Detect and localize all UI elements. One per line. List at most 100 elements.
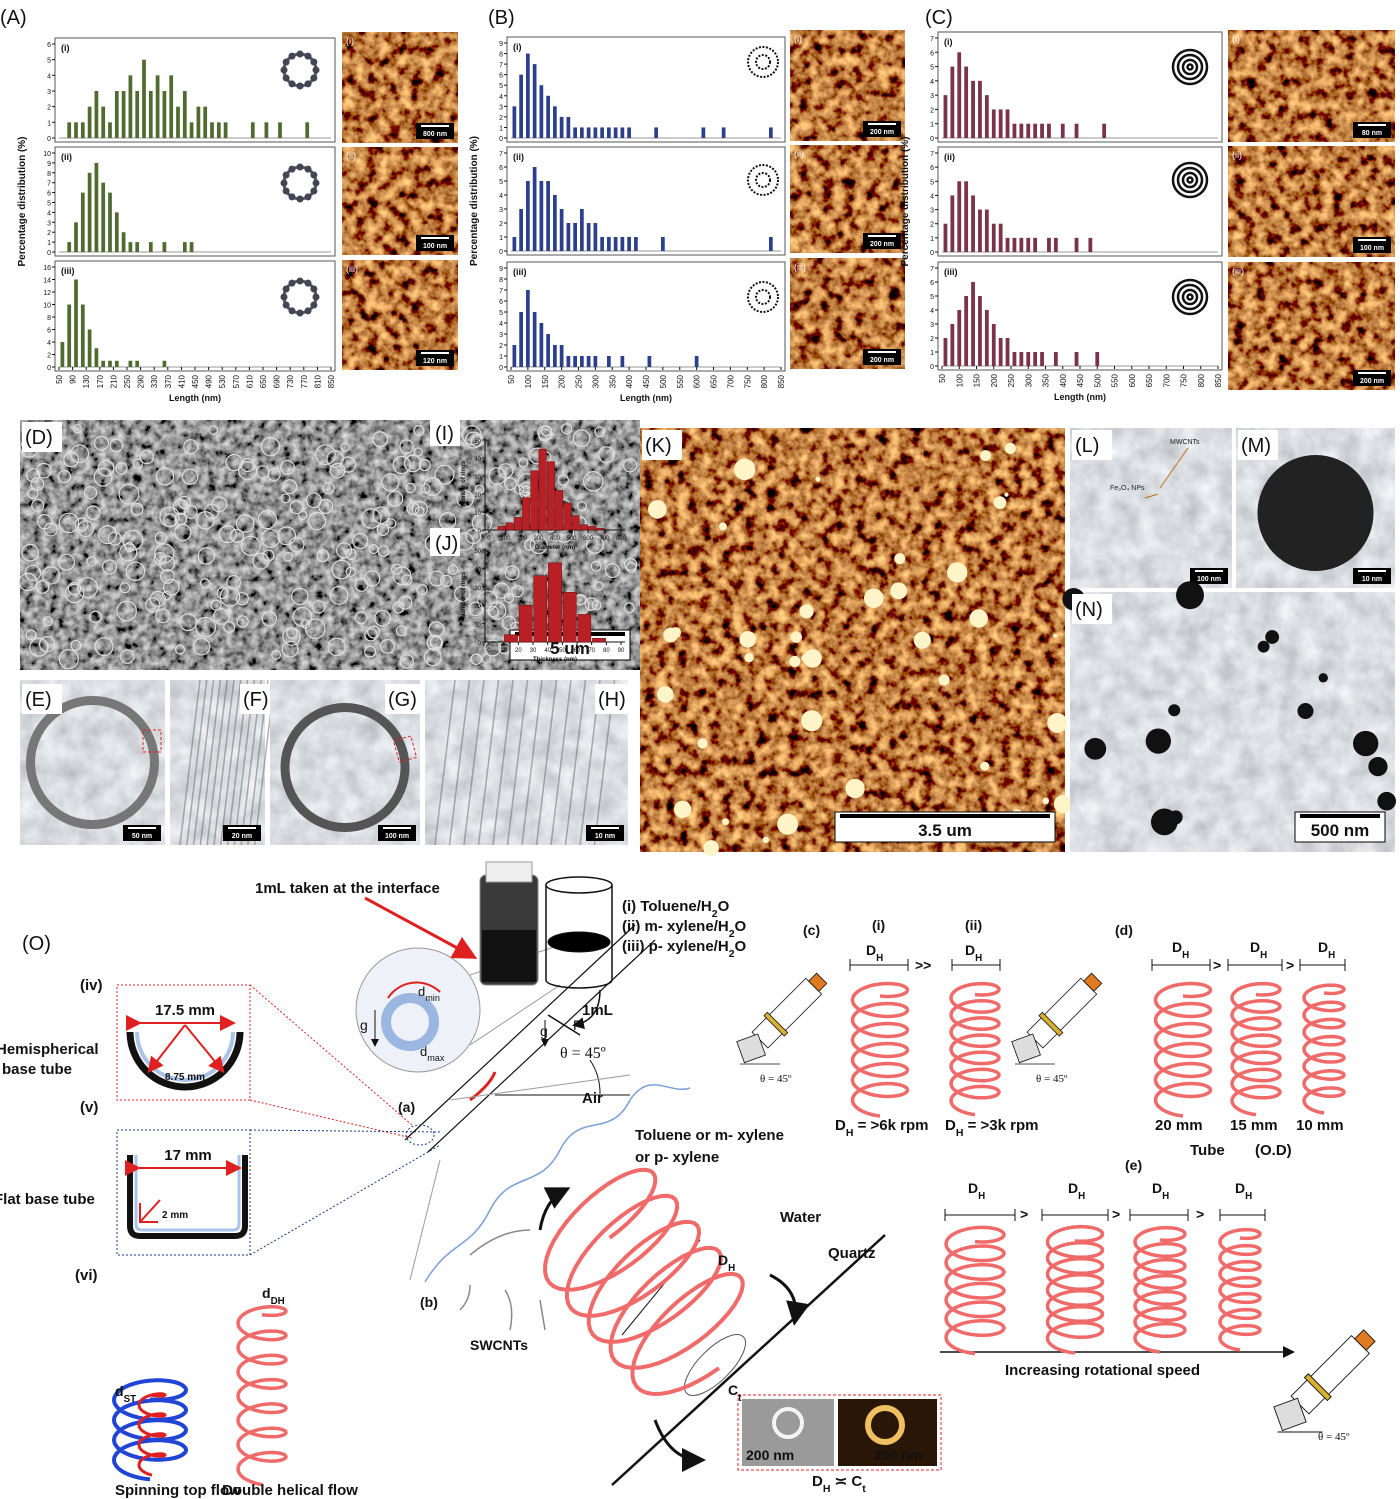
leader [449, 1074, 631, 1101]
inset-box [737, 1394, 942, 1471]
lattice [206, 679, 228, 846]
bar [769, 237, 773, 251]
diagram-label: Flat base tube [0, 1191, 95, 1208]
bar [998, 109, 1003, 138]
ring [428, 570, 445, 587]
tube-end [405, 1124, 435, 1146]
label-part: H [846, 1127, 854, 1139]
bar [553, 345, 557, 367]
ring [41, 566, 61, 585]
bar [94, 162, 99, 252]
label-part: Hemispherical [0, 1041, 99, 1058]
ring [199, 578, 211, 589]
bar [182, 242, 187, 252]
ring [89, 610, 102, 624]
bar [721, 127, 726, 138]
helix [543, 1167, 745, 1396]
ring [93, 435, 110, 451]
y-tick-label: 2 [930, 107, 934, 114]
bar [971, 195, 975, 252]
bar [943, 223, 948, 252]
bar [553, 106, 557, 138]
ring [298, 510, 308, 520]
y-tick-label: 3 [47, 89, 51, 96]
ring [423, 477, 443, 497]
x-tick-label: 800 [760, 374, 769, 388]
label-part: (v) [80, 1099, 98, 1116]
x-tick-label: 130 [82, 374, 91, 388]
bar [998, 338, 1003, 366]
ring [122, 529, 144, 551]
bar [546, 95, 550, 138]
bar [94, 348, 99, 367]
label-part: θ = 45º [1036, 1073, 1068, 1085]
y-tick-label: 50 [474, 439, 481, 445]
label-part: 15 mm [1230, 1117, 1278, 1134]
label-part: (ii) [965, 917, 982, 933]
diagram-label: 200 nm [874, 1447, 922, 1463]
ring [125, 561, 146, 582]
liquid-film [135, 1031, 235, 1082]
ring [413, 447, 423, 457]
y-tick-label: 4 [930, 193, 934, 200]
x-tick-label: 400 [1059, 373, 1068, 387]
icon [296, 277, 304, 285]
image-label: (iii) [346, 264, 358, 274]
label-part: H [728, 1263, 735, 1274]
label-part: H [876, 953, 883, 964]
ring [58, 512, 80, 534]
scale-label: 200 nm [870, 357, 894, 364]
bar [978, 80, 982, 138]
x-axis-label: Length (nm) [169, 393, 221, 403]
ring [67, 582, 82, 596]
lattice [564, 679, 587, 846]
x-tick-label: 810 [313, 374, 322, 388]
helix [850, 981, 910, 1118]
lattice [434, 679, 456, 846]
diagram-label: 200 nm [746, 1447, 794, 1463]
flat-tube [127, 1155, 248, 1239]
label-part: D [968, 1180, 978, 1196]
bar [1033, 352, 1038, 366]
bar [592, 638, 606, 643]
ring [21, 543, 40, 562]
ring [97, 459, 115, 477]
y-tick-label: 4 [47, 73, 51, 80]
x-tick-label: 50 [55, 374, 64, 383]
blob [947, 562, 968, 583]
dimension [951, 959, 1001, 971]
icon [1186, 293, 1194, 301]
blob [913, 631, 931, 649]
ring [139, 449, 155, 465]
bar [586, 223, 591, 251]
blob [1053, 633, 1058, 639]
bar [1033, 123, 1038, 138]
y-tick-label: 4 [499, 94, 503, 101]
label-part: > [1286, 957, 1294, 973]
bar [580, 127, 584, 138]
bar [978, 296, 982, 366]
bar [555, 490, 564, 531]
cluster [1145, 728, 1171, 754]
swcnt [459, 1229, 546, 1331]
x-tick-label: 200 [517, 536, 528, 542]
bar [546, 334, 550, 367]
label-part: H [975, 953, 982, 964]
ring [399, 654, 415, 669]
bar [504, 634, 518, 643]
bar [546, 181, 550, 251]
icon [1186, 176, 1194, 184]
ring [538, 428, 552, 442]
label-part: t [738, 1393, 742, 1404]
icon [312, 66, 320, 74]
ring [197, 547, 216, 565]
ring [153, 552, 167, 566]
ring [179, 613, 198, 632]
ring [212, 608, 230, 625]
ring [374, 609, 392, 627]
tube-wall [404, 924, 636, 1141]
ring [218, 525, 237, 544]
y-tick-label: 0 [478, 529, 482, 535]
bar [991, 223, 996, 252]
x-axis-label: Diameter (nm) [535, 545, 575, 551]
